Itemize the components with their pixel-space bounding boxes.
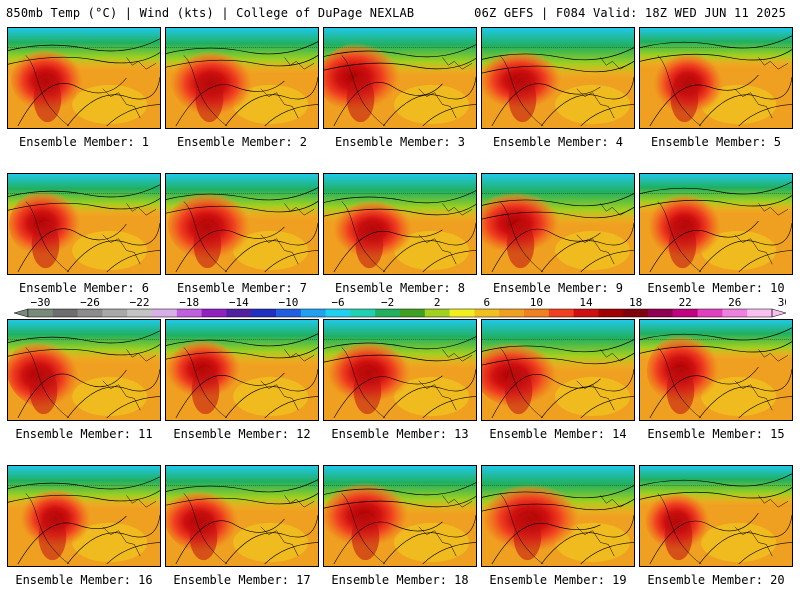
colorbar-tick-label: 30	[778, 296, 786, 309]
header-title: 850mb Temp (°C) | Wind (kts) | College o…	[6, 6, 415, 20]
colorbar-segment	[52, 309, 79, 317]
colorbar-tick-label: −30	[30, 296, 50, 309]
colorbar-tick-label: −2	[381, 296, 394, 309]
ensemble-member-label: Ensemble Member: 7	[176, 281, 308, 295]
colorbar-tick-label: 14	[579, 296, 593, 309]
ensemble-member-map	[481, 319, 635, 421]
colorbar-segment	[77, 309, 103, 317]
colorbar-segment	[548, 309, 575, 317]
colorbar-segment	[672, 309, 699, 317]
colorbar-tick-label: −10	[278, 296, 298, 309]
ensemble-member-map	[7, 319, 161, 421]
ensemble-member-map	[639, 465, 793, 567]
colorbar-segment	[325, 309, 351, 317]
colorbar-segment	[375, 309, 401, 317]
ensemble-member-label: Ensemble Member: 17	[173, 573, 311, 587]
colorbar-segment	[474, 309, 500, 317]
colorbar-arrow-high	[771, 308, 786, 318]
colorbar-segment	[424, 309, 451, 317]
colorbar-tick-label: −6	[331, 296, 344, 309]
colorbar-segment	[648, 309, 674, 317]
colorbar-segment	[400, 309, 426, 317]
colorbar-segment	[251, 309, 277, 317]
colorbar-segment	[28, 309, 54, 317]
colorbar-segment	[598, 309, 624, 317]
colorbar-tick-label: 2	[434, 296, 441, 309]
colorbar-tick-label: 22	[679, 296, 692, 309]
ensemble-member-label: Ensemble Member: 12	[173, 427, 311, 441]
colorbar-tick-label: 10	[530, 296, 543, 309]
ensemble-member-label: Ensemble Member: 11	[15, 427, 153, 441]
ensemble-member-map	[481, 173, 635, 275]
ensemble-member-label: Ensemble Member: 18	[331, 573, 469, 587]
colorbar-tick-label: 6	[483, 296, 490, 309]
ensemble-member-label: Ensemble Member: 19	[489, 573, 627, 587]
colorbar-segment	[300, 309, 327, 317]
ensemble-member-map	[323, 27, 477, 129]
colorbar-segment	[747, 309, 773, 317]
colorbar-tick-label: 18	[629, 296, 642, 309]
colorbar-segment	[152, 309, 178, 317]
ensemble-member-map	[165, 465, 319, 567]
colorbar-tick-label: 26	[728, 296, 741, 309]
colorbar-segment	[524, 309, 550, 317]
ensemble-member-label: Ensemble Member: 9	[492, 281, 624, 295]
ensemble-member-map	[323, 173, 477, 275]
colorbar-segment	[201, 309, 227, 317]
ensemble-member-map	[7, 173, 161, 275]
ensemble-member-label: Ensemble Member: 3	[334, 135, 466, 149]
colorbar-arrow-low	[14, 308, 29, 318]
ensemble-member-map	[639, 173, 793, 275]
ensemble-member-map	[165, 27, 319, 129]
colorbar-segment	[226, 309, 252, 317]
ensemble-member-label: Ensemble Member: 16	[15, 573, 153, 587]
ensemble-member-label: Ensemble Member: 13	[331, 427, 469, 441]
colorbar-tick-label: −22	[130, 296, 150, 309]
ensemble-member-map	[481, 27, 635, 129]
ensemble-member-map	[165, 173, 319, 275]
colorbar-segment	[276, 309, 302, 317]
colorbar-segment	[449, 309, 475, 317]
colorbar-segment	[127, 309, 153, 317]
ensemble-member-label: Ensemble Member: 20	[647, 573, 785, 587]
colorbar-tick-label: −18	[179, 296, 199, 309]
colorbar-segment	[176, 309, 203, 317]
ensemble-member-label: Ensemble Member: 2	[176, 135, 308, 149]
colorbar-segment	[623, 309, 649, 317]
ensemble-member-map	[481, 465, 635, 567]
colorbar-segment	[697, 309, 723, 317]
ensemble-member-label: Ensemble Member: 4	[492, 135, 624, 149]
colorbar-segment	[573, 309, 599, 317]
ensemble-member-map	[165, 319, 319, 421]
colorbar-segment	[722, 309, 748, 317]
ensemble-member-map	[7, 27, 161, 129]
header-valid-time: 06Z GEFS | F084 Valid: 18Z WED JUN 11 20…	[474, 6, 786, 20]
ensemble-member-label: Ensemble Member: 8	[334, 281, 466, 295]
colorbar-segment	[102, 309, 128, 317]
ensemble-member-label: Ensemble Member: 5	[650, 135, 782, 149]
colorbar-tick-label: −14	[229, 296, 249, 309]
ensemble-member-label: Ensemble Member: 15	[647, 427, 785, 441]
ensemble-member-map	[323, 465, 477, 567]
ensemble-member-label: Ensemble Member: 6	[18, 281, 150, 295]
ensemble-member-map	[639, 27, 793, 129]
temperature-colorbar: −30−26−22−18−14−10−6−2261014182226303438…	[14, 296, 786, 318]
ensemble-member-label: Ensemble Member: 14	[489, 427, 627, 441]
colorbar-segment	[499, 309, 525, 317]
colorbar-tick-label: −26	[80, 296, 100, 309]
ensemble-member-map	[639, 319, 793, 421]
ensemble-member-map	[323, 319, 477, 421]
ensemble-member-label: Ensemble Member: 1	[18, 135, 150, 149]
colorbar-segment	[350, 309, 376, 317]
ensemble-member-label: Ensemble Member: 10	[647, 281, 785, 295]
ensemble-member-map	[7, 465, 161, 567]
